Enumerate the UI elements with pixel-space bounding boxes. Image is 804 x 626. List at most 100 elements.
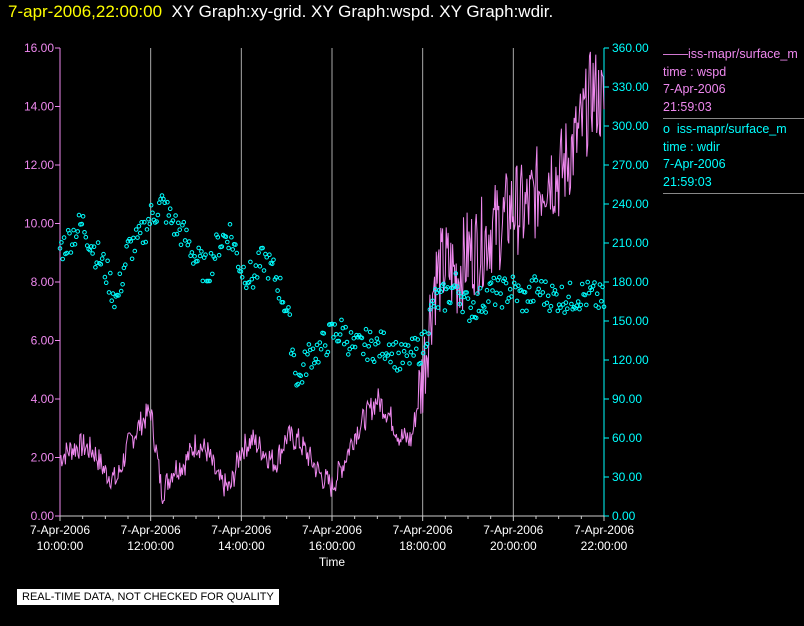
wdir-point — [505, 299, 510, 305]
wdir-point — [385, 353, 391, 358]
wdir-point — [369, 338, 374, 344]
wdir-point — [336, 338, 342, 344]
wdir-point — [460, 309, 465, 315]
wdir-point — [502, 276, 508, 282]
wdir-point — [72, 241, 78, 247]
wdir-point — [400, 360, 406, 366]
quality-disclaimer: REAL-TIME DATA, NOT CHECKED FOR QUALITY — [17, 589, 279, 605]
wdir-point — [427, 307, 433, 312]
wdir-point — [60, 256, 66, 262]
wdir-point — [488, 280, 494, 286]
wdir-point — [555, 308, 561, 314]
wdir-point — [301, 362, 306, 367]
wdir-point — [87, 247, 93, 253]
wdir-point — [310, 346, 316, 352]
wdir-point — [543, 279, 548, 285]
legend-wspd-label: iss-mapr/surface_m — [688, 47, 798, 61]
wdir-point — [507, 286, 513, 292]
wdir-point — [547, 308, 552, 314]
wdir-point — [196, 245, 201, 251]
x-axis-ticks: 7-Apr-2006 10:00:00 7-Apr-2006 12:00:00 7-Ap… — [30, 516, 634, 553]
wdir-point — [207, 278, 212, 284]
wdir-point — [414, 346, 419, 352]
wdir-point — [498, 291, 503, 296]
wdir-point — [448, 300, 453, 306]
wdir-point — [596, 305, 601, 310]
wdir-point — [124, 244, 129, 249]
right-tick-label: 150.00 — [612, 314, 649, 328]
wdir-point — [526, 284, 532, 290]
wdir-point — [161, 196, 166, 202]
wdir-point — [105, 258, 110, 264]
wdir-point — [150, 210, 155, 216]
left-tick-label: 12.00 — [24, 158, 54, 172]
wdir-point — [139, 220, 144, 225]
wdir-point — [235, 264, 241, 270]
wdir-point — [312, 360, 317, 366]
wdir-point — [133, 227, 139, 232]
wdir-point — [539, 279, 544, 284]
wdir-point — [250, 285, 256, 290]
wdir-point — [586, 290, 592, 296]
wdir-point — [261, 268, 267, 273]
wdir-point — [469, 314, 475, 320]
left-tick-label: 16.00 — [24, 41, 54, 55]
wdir-point — [411, 353, 416, 358]
wdir-point — [482, 305, 487, 310]
wdir-point — [339, 317, 344, 323]
wdir-point — [239, 275, 245, 280]
wdir-point — [229, 234, 234, 240]
wdir-point — [287, 312, 293, 317]
wdir-point — [299, 380, 305, 385]
wdir-point — [129, 256, 135, 262]
wdir-point — [351, 335, 357, 341]
wdir-point — [248, 259, 253, 265]
wdir-point — [574, 303, 580, 309]
wdir-point — [203, 252, 208, 257]
legend-wdir-label: iss-mapr/surface_m — [676, 122, 787, 136]
wdir-point — [540, 290, 546, 295]
wdir-point — [559, 284, 565, 290]
wdir-point — [441, 281, 446, 287]
x-tick-time: 12:00:00 — [127, 539, 174, 553]
wdir-point — [216, 252, 222, 258]
wdir-point — [91, 244, 97, 249]
x-tick-date: 7-Apr-2006 — [30, 523, 90, 537]
left-tick-label: 8.00 — [31, 275, 55, 289]
wdir-point — [147, 221, 153, 227]
wdir-point — [233, 242, 238, 247]
wdir-point — [79, 221, 85, 227]
right-tick-label: 120.00 — [612, 353, 649, 367]
wdir-point — [403, 342, 408, 348]
wdir-point — [407, 361, 412, 366]
wdir-point — [200, 278, 206, 284]
wdir-point — [477, 285, 483, 291]
wdir-point — [380, 351, 385, 357]
wdir-point — [476, 308, 482, 314]
wdir-point — [192, 253, 197, 259]
wdir-point — [234, 250, 240, 256]
wdir-point — [93, 265, 98, 270]
wdir-point — [465, 296, 471, 301]
wdir-point — [280, 300, 286, 305]
wdir-point — [491, 275, 497, 281]
wdir-point — [256, 250, 261, 255]
wdir-point — [494, 290, 499, 296]
wdir-point — [438, 289, 444, 295]
wdir-point — [157, 200, 162, 205]
wdir-point — [278, 275, 283, 281]
wdir-point — [344, 339, 350, 345]
wdir-point — [275, 288, 280, 293]
wdir-point — [457, 301, 463, 307]
wdir-point — [486, 299, 491, 304]
wdir-point — [135, 235, 140, 240]
wdir-point — [162, 200, 167, 205]
wdir-point — [110, 291, 116, 296]
wdir-point — [408, 349, 414, 355]
wdir-point — [532, 274, 537, 279]
wdir-point — [136, 223, 142, 229]
wdir-point — [601, 304, 607, 310]
wdir-point — [208, 251, 214, 256]
wdir-point — [389, 351, 395, 357]
